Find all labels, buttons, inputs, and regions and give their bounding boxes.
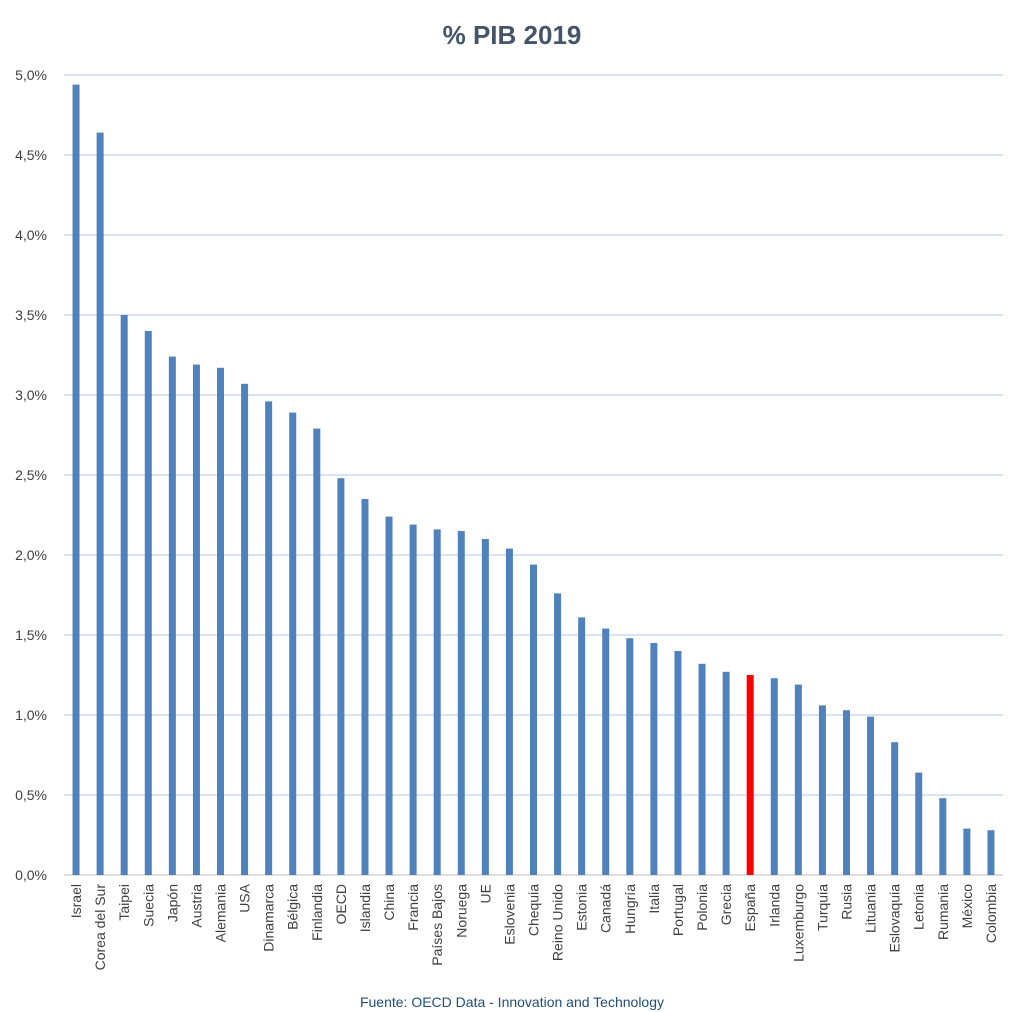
x-tick-label: Chequia — [526, 884, 542, 936]
bar-austria — [192, 364, 200, 875]
bar-estonia — [578, 617, 586, 875]
bar-corea-del-sur — [96, 132, 104, 876]
y-tick-label: 3,0% — [15, 387, 47, 403]
source-note: Fuente: OECD Data - Innovation and Techn… — [360, 994, 664, 1010]
x-tick-label: Italia — [646, 884, 662, 914]
x-tick-label: Estonia — [574, 884, 590, 931]
x-tick-label: Rumania — [935, 884, 951, 940]
bar-bélgica — [289, 412, 297, 875]
bar-españa — [746, 675, 754, 875]
x-tick-label: Islandia — [357, 884, 373, 932]
x-tick-label: Canadá — [598, 884, 614, 933]
x-tick-label: Bélgica — [285, 884, 301, 930]
bar-taipei — [120, 315, 128, 875]
bar-israel — [72, 84, 80, 876]
x-tick-label: Rusia — [839, 884, 855, 920]
bar-chequia — [530, 564, 537, 875]
y-tick-label: 4,5% — [15, 147, 47, 163]
x-tick-label: Finlandia — [309, 884, 325, 941]
x-tick-label: Luxemburgo — [790, 884, 806, 962]
x-tick-label: Noruega — [453, 884, 469, 938]
bar-japón — [168, 356, 176, 876]
x-tick-label: Países Bajos — [429, 884, 445, 966]
bar-letonia — [915, 772, 923, 875]
bar-alemania — [217, 367, 224, 875]
x-tick-label: Portugal — [670, 884, 686, 936]
bar-irlanda — [770, 678, 778, 875]
x-tick-label: USA — [237, 883, 253, 912]
x-tick-label: Irlanda — [766, 884, 782, 927]
x-tick-label: Colombia — [983, 884, 999, 943]
bar-eslovenia — [505, 548, 513, 875]
bar-islandia — [361, 499, 369, 875]
x-tick-label: España — [742, 884, 758, 932]
y-tick-label: 0,5% — [15, 787, 47, 803]
bar-rumania — [939, 798, 947, 875]
y-tick-label: 2,0% — [15, 547, 47, 563]
x-tick-label: Letonia — [911, 884, 927, 930]
y-tick-label: 5,0% — [15, 67, 47, 83]
y-tick-label: 1,0% — [15, 707, 47, 723]
y-axis-ticks: 0,0% 0,5% 1,0% 1,5% 2,0% 2,5% 3,0% 3,5% 4,0% 4,5%… — [15, 67, 47, 883]
x-tick-label: Austria — [188, 884, 204, 928]
x-tick-label: OECD — [333, 884, 349, 924]
x-tick-label: Reino Unido — [550, 884, 566, 961]
x-tick-label: Turquia — [814, 884, 830, 931]
bar-dinamarca — [265, 401, 273, 875]
x-tick-label: México — [959, 884, 975, 929]
bar-grecia — [722, 671, 730, 875]
bar-ue — [481, 539, 489, 875]
x-axis-ticks: Israel Corea del Sur Taipei Suecia Japón Aust… — [68, 883, 999, 970]
y-tick-label: 2,5% — [15, 467, 47, 483]
x-tick-label: Polonia — [694, 884, 710, 931]
bar-colombia — [987, 830, 995, 875]
bar-italia — [650, 643, 658, 875]
x-tick-label: Alemania — [213, 884, 229, 943]
bar-oecd — [337, 478, 345, 875]
bar-países-bajos — [433, 529, 441, 875]
bar-reino-unido — [554, 593, 562, 875]
bar-eslovaquia — [891, 742, 899, 875]
x-tick-label: Eslovaquia — [887, 884, 903, 953]
x-tick-label: Corea del Sur — [92, 884, 108, 971]
bar-francia — [409, 524, 417, 875]
x-tick-label: Lituania — [863, 884, 879, 933]
x-tick-label: Japón — [164, 884, 180, 922]
bars — [72, 84, 995, 876]
bar-polonia — [698, 663, 706, 875]
bar-rusia — [843, 710, 850, 875]
bar-noruega — [457, 531, 465, 875]
y-tick-label: 3,5% — [15, 307, 47, 323]
bar-hungría — [626, 638, 634, 875]
bar-canadá — [602, 628, 610, 875]
x-tick-label: Suecia — [140, 884, 156, 927]
bar-portugal — [674, 651, 682, 875]
x-tick-label: Eslovenia — [501, 884, 517, 945]
bar-méxico — [963, 828, 971, 875]
bar-china — [385, 516, 393, 875]
y-tick-label: 4,0% — [15, 227, 47, 243]
x-tick-label: Taipei — [116, 884, 132, 921]
y-tick-label: 1,5% — [15, 627, 47, 643]
x-tick-label: Israel — [68, 884, 84, 918]
bar-usa — [241, 383, 249, 875]
chart-title: % PIB 2019 — [443, 20, 582, 50]
y-tick-label: 0,0% — [15, 867, 47, 883]
x-tick-label: Francia — [405, 884, 421, 931]
bar-lituania — [867, 716, 875, 875]
x-tick-label: Dinamarca — [261, 884, 277, 952]
bar-suecia — [144, 331, 152, 875]
x-tick-label: UE — [477, 884, 493, 903]
bar-finlandia — [313, 428, 321, 875]
x-tick-label: Hungría — [622, 884, 638, 934]
bar-turquia — [818, 705, 826, 875]
x-tick-label: Grecia — [718, 884, 734, 925]
bar-luxemburgo — [794, 684, 802, 875]
x-tick-label: China — [381, 884, 397, 921]
